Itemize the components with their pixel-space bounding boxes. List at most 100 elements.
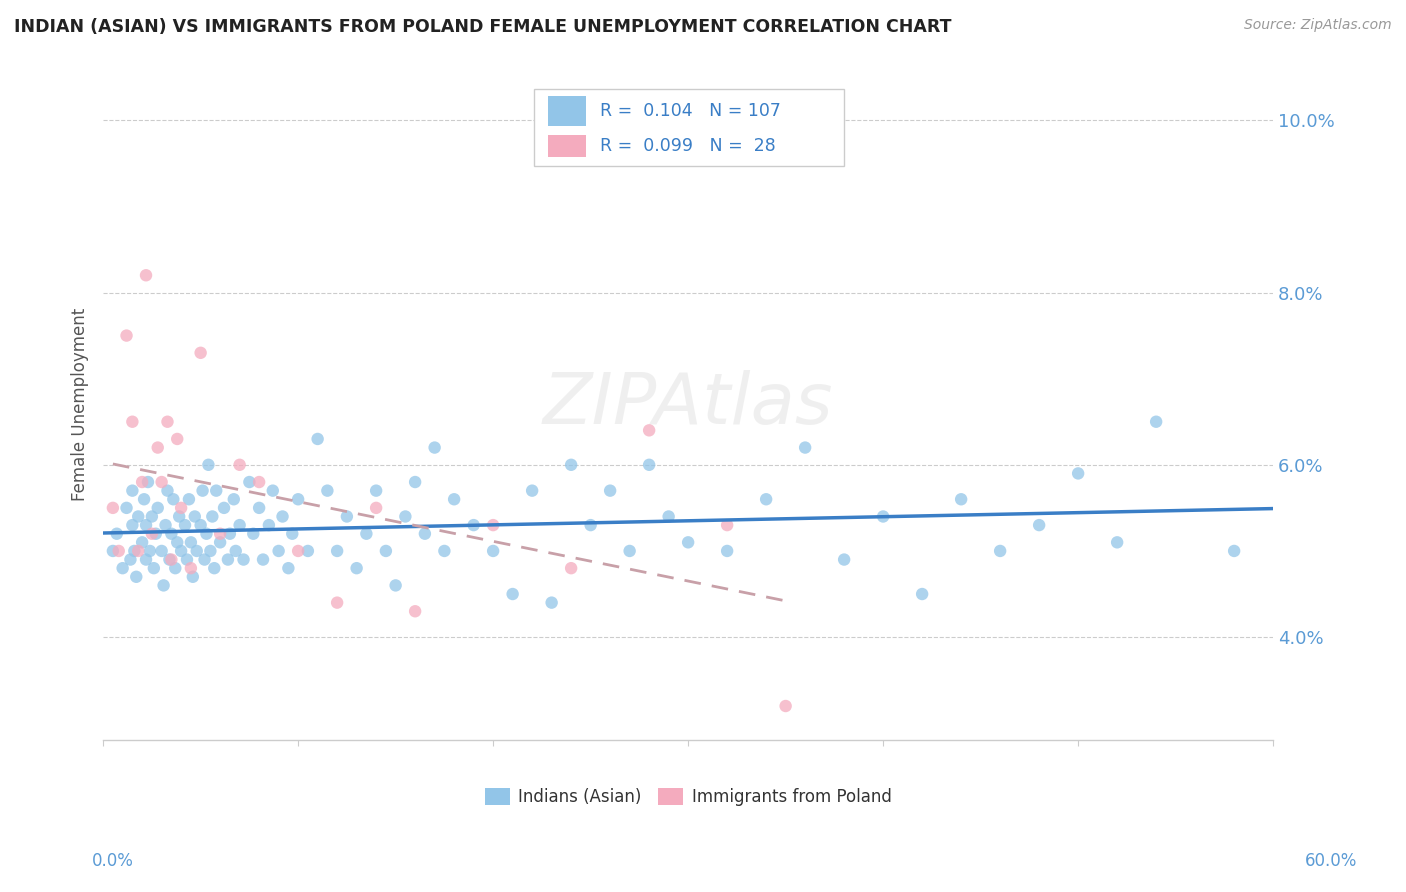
Point xyxy=(131,475,153,489)
Point xyxy=(482,518,505,533)
Point xyxy=(599,483,621,498)
Point xyxy=(287,544,309,558)
Point xyxy=(146,441,169,455)
Point xyxy=(307,432,329,446)
Point xyxy=(166,432,188,446)
Point xyxy=(160,552,183,566)
Y-axis label: Female Unemployment: Female Unemployment xyxy=(72,308,89,501)
Point xyxy=(482,544,505,558)
Point xyxy=(202,561,225,575)
Point xyxy=(176,552,198,566)
Point xyxy=(225,544,247,558)
Point xyxy=(131,535,153,549)
Point xyxy=(247,475,270,489)
Point xyxy=(252,552,274,566)
Point xyxy=(115,328,138,343)
Point xyxy=(170,544,193,558)
Point xyxy=(638,458,661,472)
Point xyxy=(190,518,212,533)
Point xyxy=(755,492,778,507)
Point xyxy=(146,500,169,515)
Point xyxy=(155,518,177,533)
Point xyxy=(716,518,738,533)
Point xyxy=(262,483,284,498)
Point xyxy=(201,509,224,524)
Point xyxy=(217,552,239,566)
Text: 0.0%: 0.0% xyxy=(91,852,134,870)
Text: ZIPAtlas: ZIPAtlas xyxy=(543,370,834,439)
Point xyxy=(145,526,167,541)
Point xyxy=(287,492,309,507)
Point xyxy=(374,544,396,558)
Point xyxy=(135,552,157,566)
Point xyxy=(832,552,855,566)
Point xyxy=(166,535,188,549)
Point xyxy=(101,544,124,558)
Point xyxy=(794,441,817,455)
Point xyxy=(124,544,146,558)
Point xyxy=(228,518,250,533)
FancyBboxPatch shape xyxy=(534,88,844,166)
Point xyxy=(190,346,212,360)
Point xyxy=(105,526,128,541)
Bar xyxy=(548,96,586,126)
Bar xyxy=(548,135,586,157)
Point xyxy=(520,483,543,498)
Point xyxy=(197,458,219,472)
Point xyxy=(366,483,388,498)
Point xyxy=(152,578,174,592)
Point xyxy=(135,518,157,533)
Point xyxy=(423,441,446,455)
Point xyxy=(540,596,562,610)
Point xyxy=(619,544,641,558)
Point xyxy=(238,475,260,489)
Point xyxy=(121,483,143,498)
Point xyxy=(120,552,142,566)
Point xyxy=(356,526,378,541)
Point xyxy=(186,544,208,558)
Point xyxy=(200,544,222,558)
Point xyxy=(267,544,290,558)
Point xyxy=(281,526,304,541)
Point xyxy=(135,268,157,283)
Point xyxy=(404,475,426,489)
Point xyxy=(911,587,934,601)
Point xyxy=(212,500,235,515)
Point xyxy=(121,518,143,533)
Point xyxy=(1028,518,1050,533)
Point xyxy=(257,518,280,533)
Point xyxy=(174,518,197,533)
Point xyxy=(209,526,232,541)
Point xyxy=(193,552,215,566)
Point xyxy=(716,544,738,558)
Point xyxy=(125,570,148,584)
Point xyxy=(219,526,242,541)
Point xyxy=(384,578,406,592)
Point xyxy=(638,423,661,437)
Point xyxy=(159,552,181,566)
Point xyxy=(165,561,187,575)
Point xyxy=(160,526,183,541)
Point xyxy=(413,526,436,541)
Point xyxy=(579,518,602,533)
Point xyxy=(162,492,184,507)
Point xyxy=(141,526,163,541)
Point xyxy=(443,492,465,507)
Point xyxy=(101,500,124,515)
Point xyxy=(1223,544,1246,558)
Point xyxy=(988,544,1011,558)
Point xyxy=(180,561,202,575)
Point xyxy=(326,596,349,610)
Point xyxy=(181,570,204,584)
Point xyxy=(404,604,426,618)
Point xyxy=(228,458,250,472)
Point xyxy=(271,509,294,524)
Point xyxy=(127,509,149,524)
Point xyxy=(775,698,797,713)
Point xyxy=(111,561,134,575)
Point xyxy=(433,544,456,558)
Point xyxy=(326,544,349,558)
Text: R =  0.099   N =  28: R = 0.099 N = 28 xyxy=(600,137,776,155)
Point xyxy=(658,509,681,524)
Text: R =  0.104   N = 107: R = 0.104 N = 107 xyxy=(600,102,782,120)
